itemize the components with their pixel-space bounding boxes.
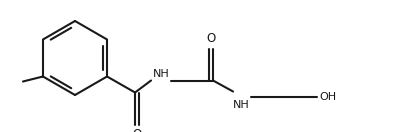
Text: NH: NH (152, 69, 169, 79)
Text: OH: OH (318, 91, 335, 102)
Text: NH: NH (232, 100, 249, 110)
Text: O: O (132, 128, 141, 132)
Text: O: O (206, 32, 215, 44)
